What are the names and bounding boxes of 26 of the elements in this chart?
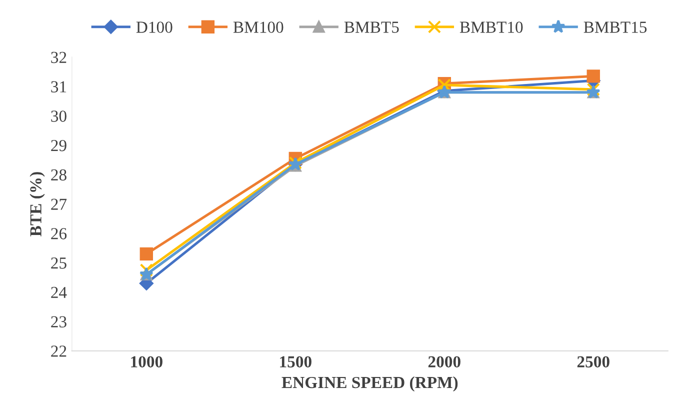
x-tick-label: 2500 (577, 356, 610, 368)
x-tick-label: 2000 (428, 356, 460, 368)
x-tick-label: 1500 (280, 356, 312, 368)
legend-label: BMBT5 (344, 22, 399, 33)
y-tick-label: 32 (51, 52, 66, 64)
y-tick-label: 23 (51, 316, 66, 328)
x-axis-title: ENGINE SPEED (RPM) (282, 376, 458, 392)
y-tick-label: 25 (51, 258, 66, 269)
x-tick-label: 1000 (131, 356, 162, 368)
point (140, 263, 154, 277)
legend-label: D100 (136, 22, 172, 33)
y-tick-label: 28 (51, 169, 66, 181)
point (586, 82, 600, 96)
y-tick-label: 24 (51, 286, 67, 298)
legend-label: BMBT15 (584, 22, 647, 33)
y-tick-label: 27 (51, 198, 67, 210)
y-tick-label: 29 (51, 140, 66, 152)
legend-label: BM100 (233, 22, 284, 33)
y-tick-label: 22 (51, 346, 66, 357)
point (140, 247, 154, 261)
legend-label: BMBT10 (460, 22, 523, 33)
y-tick-label: 26 (51, 228, 67, 240)
y-tick-label: 31 (51, 81, 66, 92)
y-tick-label: 30 (51, 110, 66, 122)
point (586, 70, 600, 83)
y-axis-title: BTE (%) (30, 172, 45, 236)
